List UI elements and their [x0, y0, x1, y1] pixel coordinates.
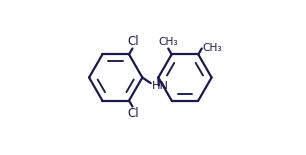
Text: CH₃: CH₃ — [159, 37, 178, 47]
Text: CH₃: CH₃ — [203, 44, 222, 53]
Text: HN: HN — [151, 81, 168, 91]
Text: Cl: Cl — [127, 35, 139, 48]
Text: Cl: Cl — [127, 107, 139, 120]
